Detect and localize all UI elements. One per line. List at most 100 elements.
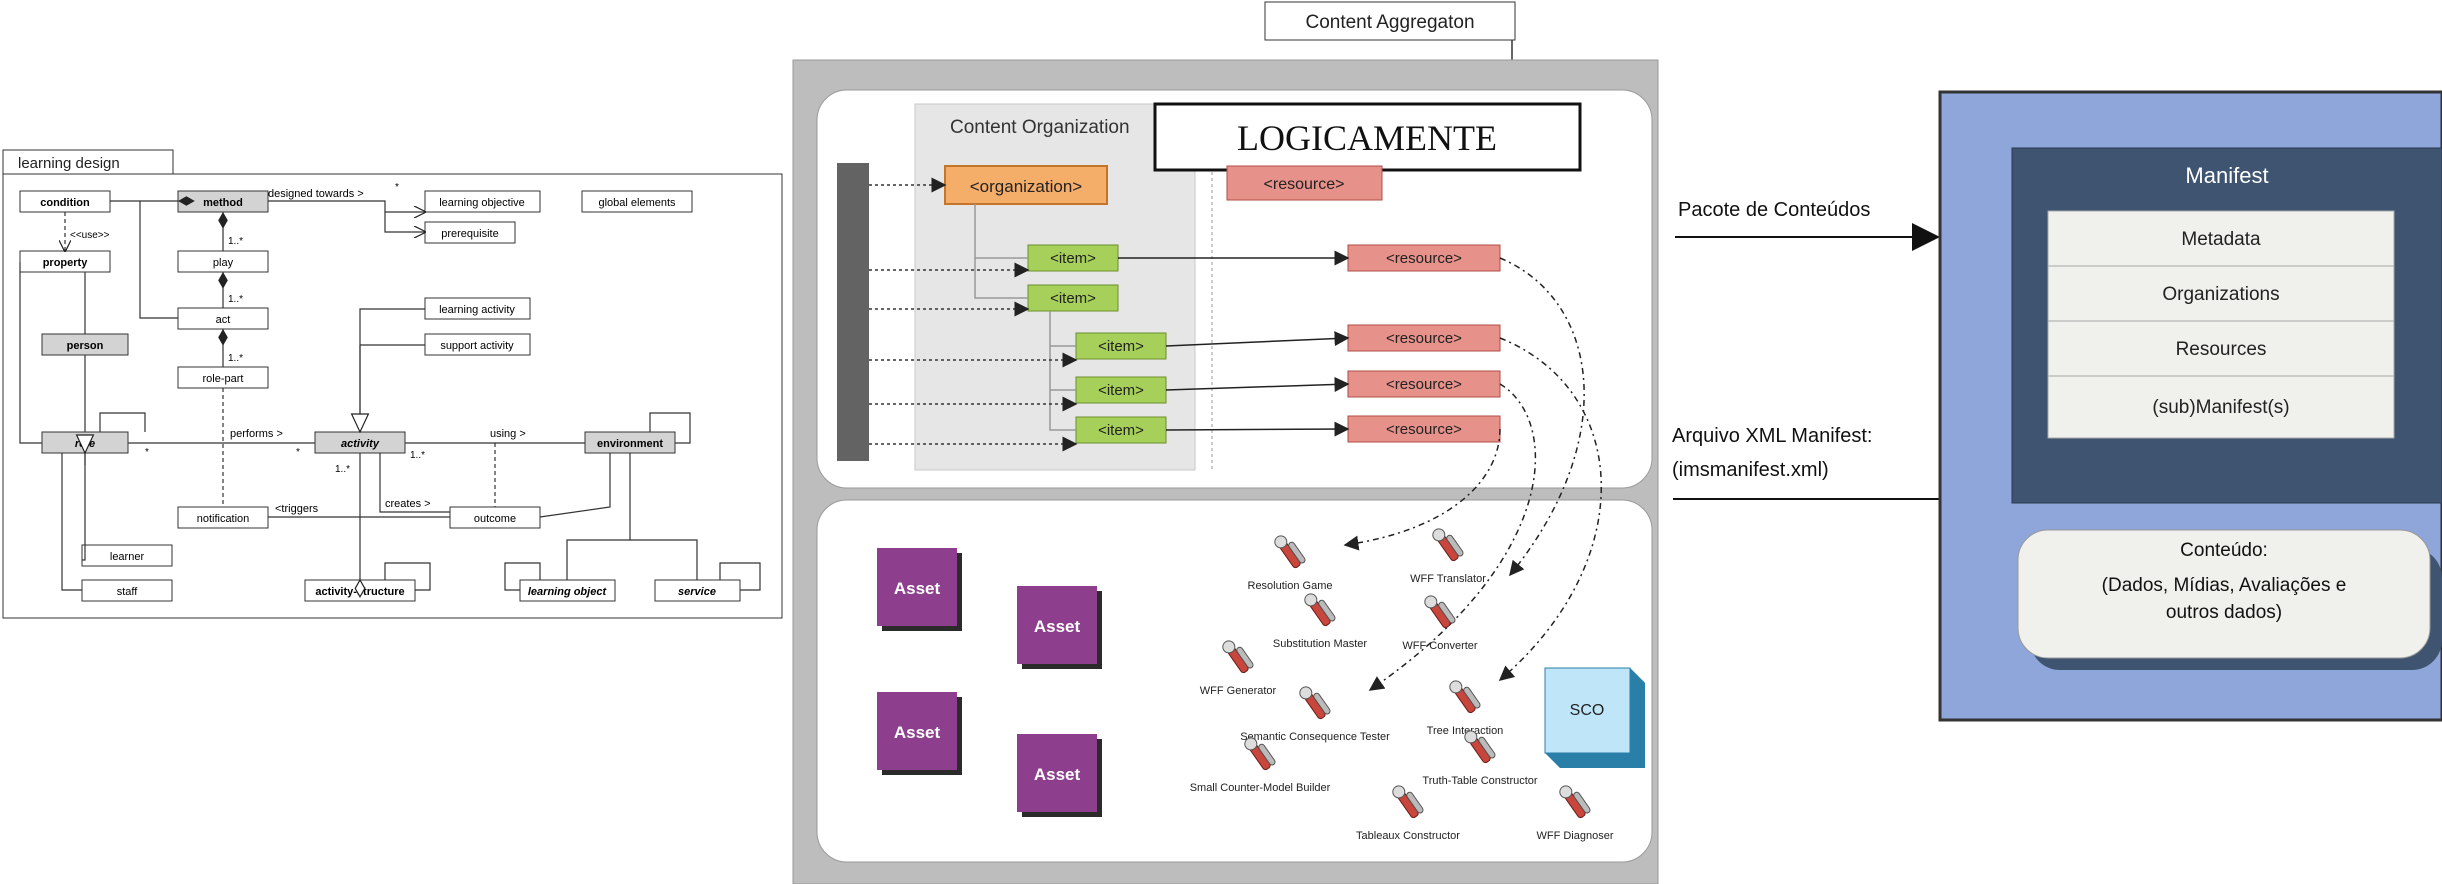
wrench-icon [1299,686,1331,720]
creates-label: creates > [385,498,431,510]
wrench-icon [1222,640,1254,674]
mult-activity-2: 1..* [335,464,350,475]
tool-label: WFF Translator [1410,573,1486,585]
mult-activity: 1..* [410,450,425,461]
learning-design-diagram: learning design condition method learnin… [2,149,783,619]
content-aggregation-diagram: Content Aggregaton Content Organization … [792,1,1659,884]
item-1-label: <item> [1050,250,1096,267]
manifest-row-organizations-label: Organizations [2162,284,2279,305]
item-3 [1075,332,1167,360]
mult-star-1: * [395,182,399,193]
item-3-label: <item> [1098,338,1144,355]
tool-label: Semantic Consequence Tester [1240,731,1390,743]
content-aggregation-header [1264,1,1516,41]
resource-1-label: <resource> [1386,250,1462,267]
conteudo-line2: outros dados) [2166,602,2282,623]
tool-wff-converter: WFF Converter [1402,595,1478,652]
person-box: person [67,340,104,352]
resource-3 [1347,370,1501,398]
triggers-label: <triggers [275,503,319,515]
learning-object-box: learning object [528,586,608,598]
organization-box [944,165,1108,205]
tool-label: Resolution Game [1248,580,1333,592]
arquivo-file-label: (imsmanifest.xml) [1672,459,1829,481]
mult-star-2: * [145,447,149,458]
tool-resolution-game: Resolution Game [1248,535,1333,592]
tool-wff-translator: WFF Translator [1410,528,1486,585]
resource-4-label: <resource> [1386,421,1462,438]
conteudo-title: Conteúdo: [2180,540,2268,561]
tool-label: WFF Generator [1200,685,1277,697]
conteudo-box [2017,529,2431,659]
tool-label: Tree Interaction [1427,725,1504,737]
asset-2-label: Asset [1034,617,1081,636]
using-label: using > [490,428,526,440]
role-part-box: role-part [203,373,244,385]
mult-star-3: * [296,447,300,458]
wrench-icon [1274,535,1306,569]
resource-2-label: <resource> [1386,330,1462,347]
activity-box: activity [341,438,380,450]
mult-act: 1..* [228,294,243,305]
learner-box: learner [110,551,145,563]
global-elements-box: global elements [598,197,676,209]
tool-truth-table-constructor: Truth-Table Constructor [1422,730,1538,787]
manifest-row-resources-label: Resources [2176,339,2267,360]
wrench-icon [1432,528,1464,562]
tool-tree-interaction: Tree Interaction [1427,680,1504,737]
manifest-row-metadata-label: Metadata [2181,229,2261,250]
item-4 [1075,376,1167,404]
resource-top-label: <resource> [1264,176,1345,193]
resource-top-box [1226,165,1383,201]
activities-label: Activities [881,283,900,350]
tool-tableaux-constructor: Tableaux Constructor [1356,785,1460,842]
content-aggregation-title: Content Aggregaton [1305,12,1474,33]
content-organization-label: Content Organization [950,117,1130,138]
manifest-row-submanifest [2047,375,2395,439]
activity-structure-box: activity-structure [315,586,404,598]
tool-label: WFF Converter [1402,640,1478,652]
asset-2 [1017,586,1097,664]
tool-small-counter-model-builder: Small Counter-Model Builder [1190,737,1331,794]
service-box: service [678,586,716,598]
tool-semantic-consequence-tester: Semantic Consequence Tester [1240,686,1390,743]
wrench-icon [1559,785,1591,819]
wrench-icon [1244,737,1276,771]
tool-label: Tableaux Constructor [1356,830,1460,842]
ld-tab [2,149,174,175]
condition-box: condition [40,197,90,209]
wrench-icon [1464,730,1496,764]
prerequisite-box: prerequisite [441,228,498,240]
tool-label: WFF Diagnoser [1536,830,1613,842]
item-5-label: <item> [1098,422,1144,439]
notification-box: notification [197,513,250,525]
manifest-title: Manifest [2185,163,2268,188]
manifest-row-organizations [2047,265,2395,322]
resource-1 [1347,244,1501,272]
organization-label: <organization> [970,177,1083,196]
tool-wff-diagnoser: WFF Diagnoser [1536,785,1614,842]
tool-substitution-master: Substitution Master [1273,593,1367,650]
asset-3 [877,692,957,770]
play-box: play [213,257,234,269]
item-2-label: <item> [1050,290,1096,307]
logicamente-logo [1153,102,1582,172]
asset-3-label: Asset [894,723,941,742]
pacote-label: Pacote de Conteúdos [1678,199,1870,221]
role-box: role [75,438,95,450]
wrench-icon [1424,595,1456,629]
tool-wff-generator: WFF Generator [1200,640,1277,697]
performs-label: performs > [230,428,283,440]
outcome-box: outcome [474,513,516,525]
environment-box: environment [597,438,663,450]
item-2 [1027,284,1119,312]
item-4-label: <item> [1098,382,1144,399]
sco-label: SCO [1570,702,1605,719]
logicamente-text: LOGICAMENTE [1237,118,1497,158]
asset-4-label: Asset [1034,765,1081,784]
ld-title: learning design [18,155,120,172]
learning-activity-box: learning activity [439,304,515,316]
manifest-row-metadata [2047,210,2395,267]
wrench-icon [1449,680,1481,714]
